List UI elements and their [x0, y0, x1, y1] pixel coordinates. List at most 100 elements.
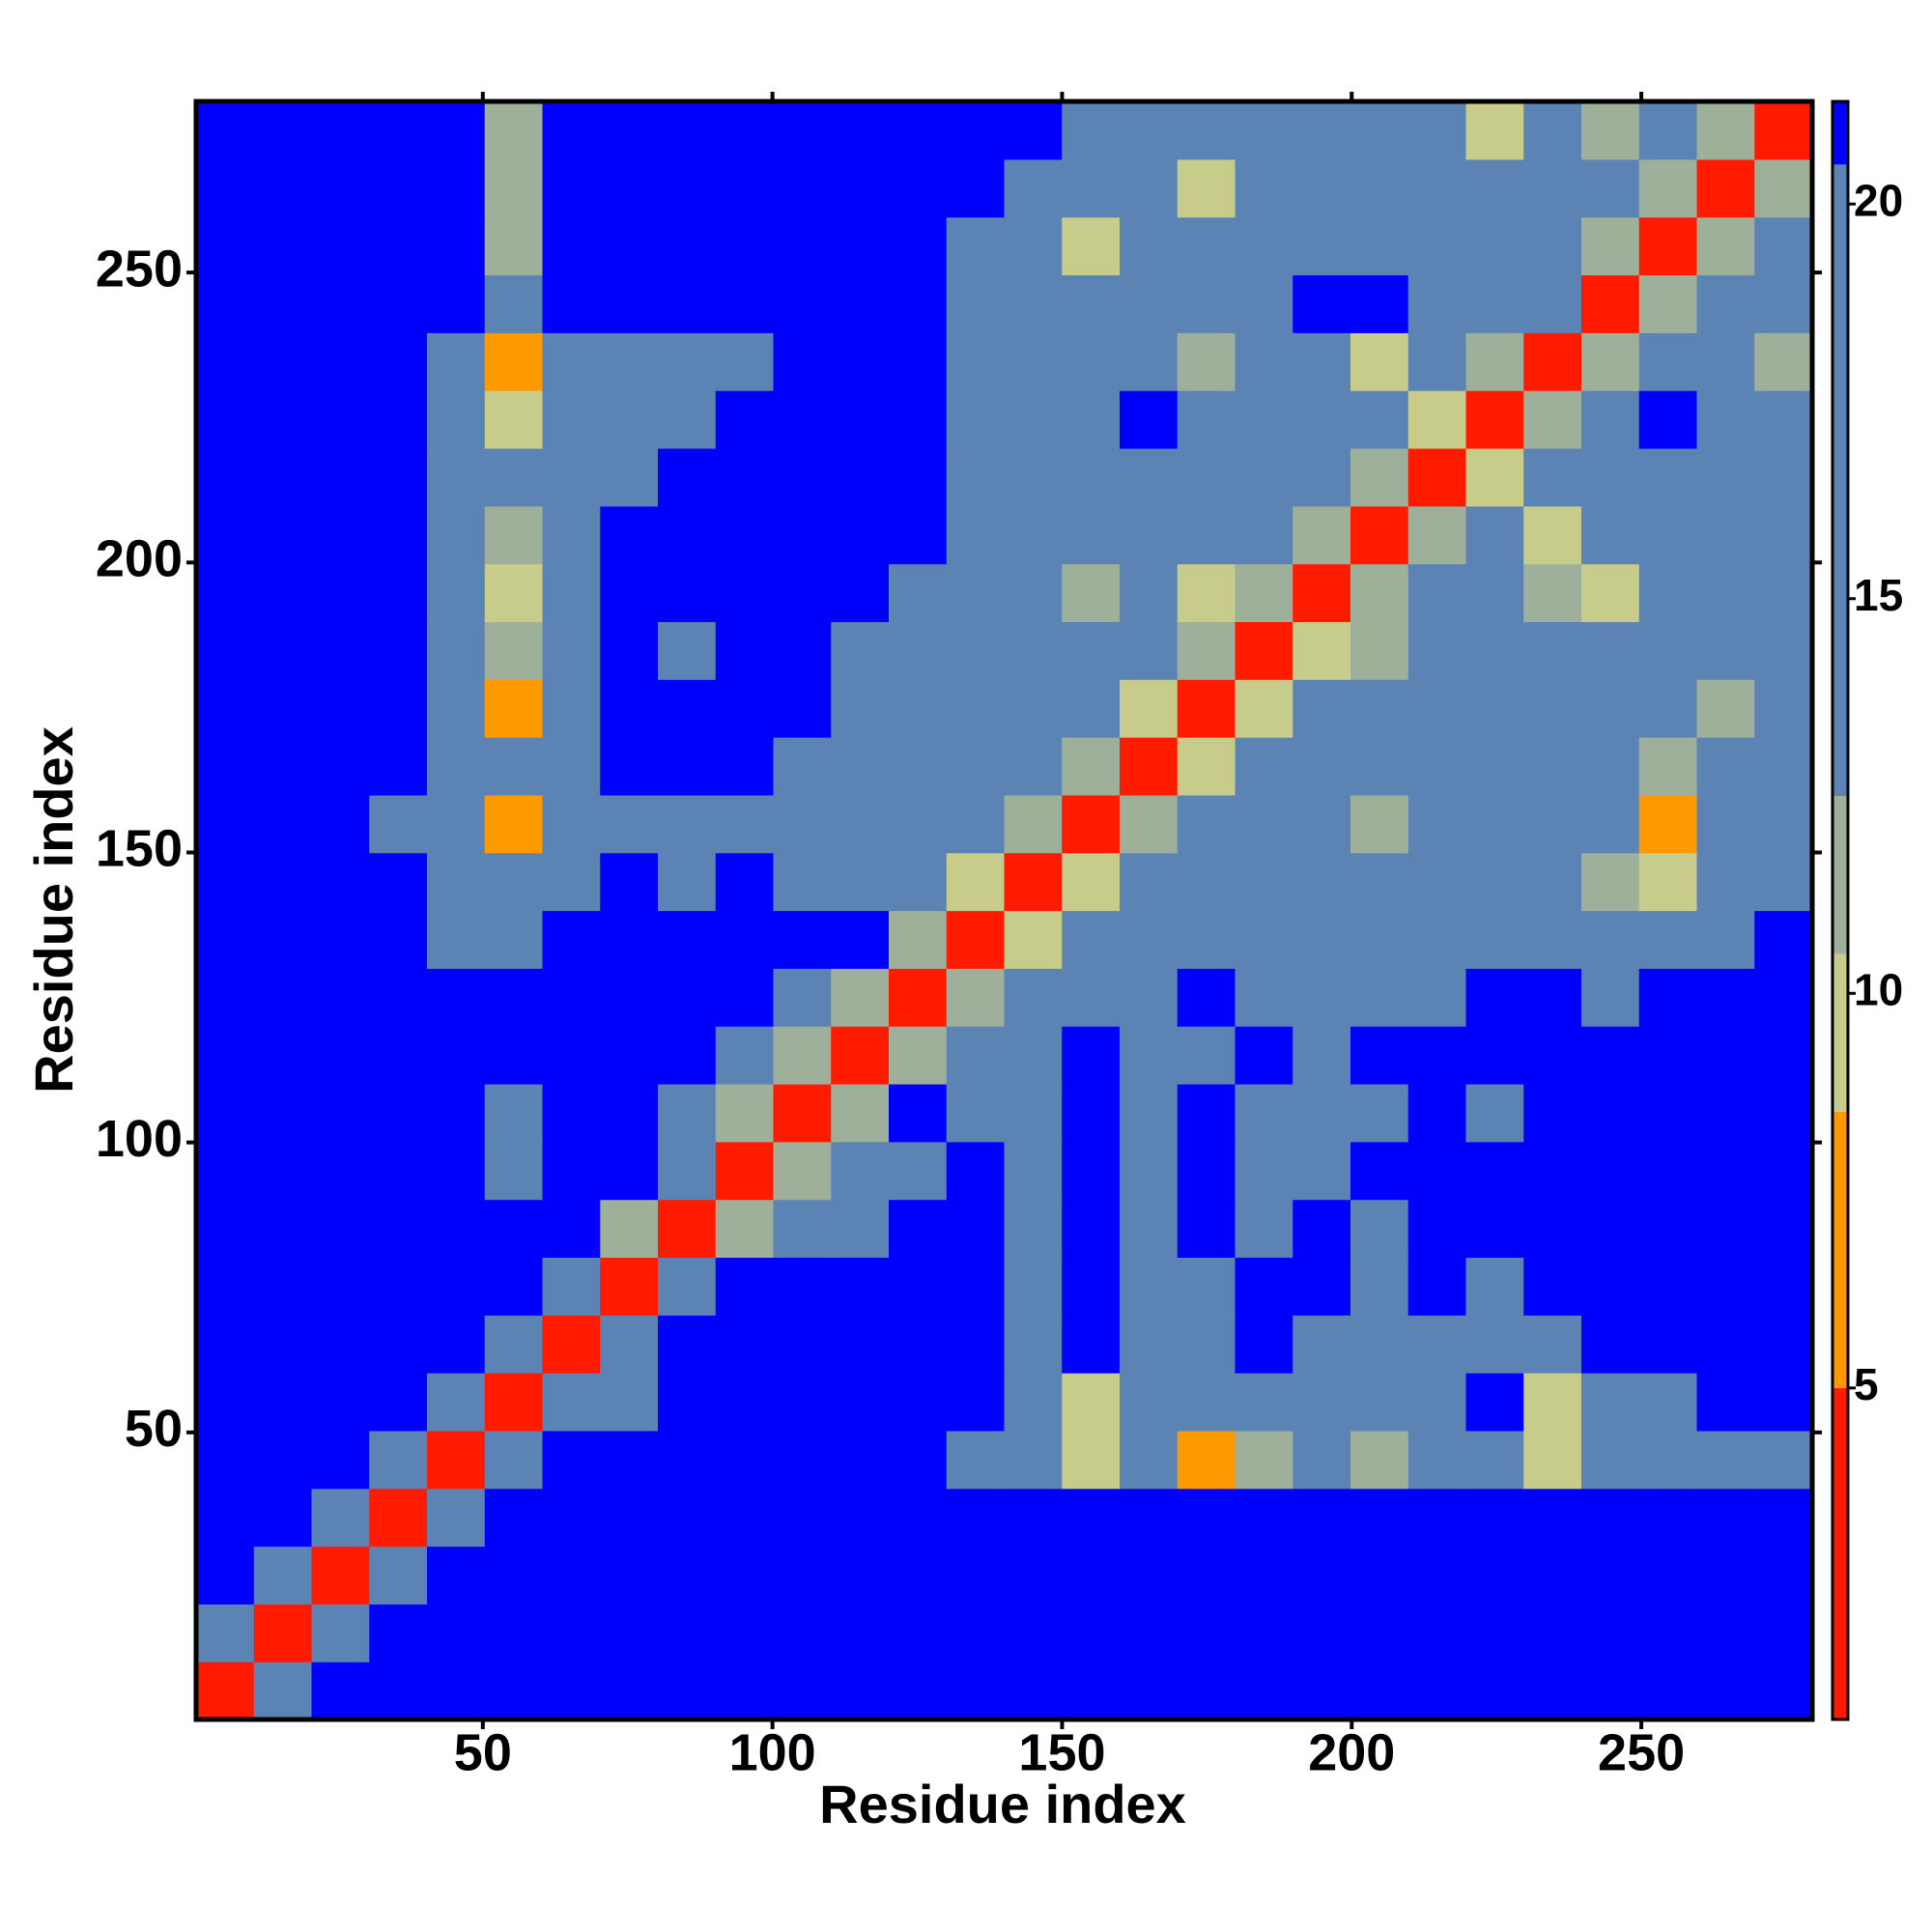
heatmap-cell — [831, 390, 890, 449]
heatmap-cell — [1638, 216, 1698, 276]
heatmap-cell — [715, 621, 775, 680]
heatmap-cell — [1120, 101, 1179, 160]
heatmap-cell — [889, 621, 948, 680]
heatmap-cell — [1696, 1315, 1755, 1374]
heatmap-cell — [831, 1488, 890, 1548]
heatmap-cell — [196, 505, 255, 565]
heatmap-cell — [658, 852, 717, 912]
heatmap-cell — [484, 1315, 544, 1374]
heatmap-cell — [1004, 158, 1063, 218]
heatmap-cell — [1754, 1488, 1813, 1548]
heatmap-cell — [1177, 1141, 1236, 1201]
heatmap-cell — [1638, 390, 1698, 449]
heatmap-cell — [542, 794, 601, 854]
heatmap-cell — [484, 1083, 544, 1143]
heatmap-cell — [1638, 1662, 1698, 1720]
heatmap-cell — [427, 679, 486, 738]
heatmap-cell — [1638, 332, 1698, 391]
y-axis-label: Residue index — [23, 726, 84, 1094]
heatmap-cell — [1523, 505, 1582, 565]
heatmap-cell — [196, 447, 255, 507]
heatmap-cell — [1177, 1488, 1236, 1548]
heatmap-cell — [311, 1430, 370, 1490]
heatmap-cell — [889, 1026, 948, 1085]
heatmap-cell — [889, 737, 948, 796]
heatmap-cell — [715, 158, 775, 218]
heatmap-cell — [1638, 1026, 1698, 1085]
heatmap-cell — [1235, 621, 1293, 680]
heatmap-cell — [1177, 1430, 1236, 1490]
heatmap-cell — [831, 332, 890, 391]
heatmap-cell — [1350, 621, 1409, 680]
heatmap-cell — [1235, 505, 1293, 565]
heatmap-cell — [946, 737, 1006, 796]
heatmap-cell — [1638, 1199, 1698, 1259]
heatmap-cell — [1062, 505, 1121, 565]
heatmap-cell — [715, 968, 775, 1027]
heatmap-cell — [1350, 563, 1409, 622]
heatmap-cell — [311, 274, 370, 333]
heatmap-cell — [1293, 1373, 1351, 1432]
heatmap-cell — [369, 216, 428, 276]
heatmap-cell — [484, 101, 544, 160]
heatmap-cell — [715, 1141, 775, 1201]
heatmap-cell — [600, 1430, 659, 1490]
heatmap-cell — [1465, 679, 1524, 738]
heatmap-cell — [1120, 794, 1179, 854]
heatmap-cell — [196, 852, 255, 912]
heatmap-cell — [831, 910, 890, 969]
heatmap-cell — [1465, 1373, 1524, 1432]
heatmap-cell — [1581, 1546, 1640, 1605]
heatmap-cell — [658, 621, 717, 680]
heatmap-cell — [484, 1488, 544, 1548]
heatmap-cell — [542, 274, 601, 333]
heatmap-cell — [196, 1315, 255, 1374]
heatmap-cell — [831, 216, 890, 276]
heatmap-cell — [253, 1430, 313, 1490]
heatmap-cell — [253, 852, 313, 912]
heatmap-cell — [253, 505, 313, 565]
heatmap-cell — [1004, 390, 1063, 449]
heatmap-cell — [889, 158, 948, 218]
heatmap-cell — [946, 1083, 1006, 1143]
heatmap-cell — [1465, 1141, 1524, 1201]
heatmap-cell — [427, 968, 486, 1027]
heatmap-cell — [1523, 563, 1582, 622]
heatmap-cell — [1177, 1546, 1236, 1605]
colorbar-segment — [1833, 796, 1848, 954]
heatmap-cell — [831, 1141, 890, 1201]
heatmap-cell — [889, 968, 948, 1027]
heatmap-cell — [831, 621, 890, 680]
heatmap-cell — [427, 1546, 486, 1605]
heatmap-cell — [1177, 1026, 1236, 1085]
heatmap-cell — [1754, 332, 1813, 391]
heatmap-cell — [427, 332, 486, 391]
heatmap-cell — [196, 390, 255, 449]
heatmap-cell — [1177, 390, 1236, 449]
heatmap-cell — [946, 679, 1006, 738]
heatmap-cell — [946, 852, 1006, 912]
heatmap-cell — [1004, 1546, 1063, 1605]
heatmap-cell — [1350, 1199, 1409, 1259]
heatmap-cell — [1638, 1430, 1698, 1490]
heatmap-cell — [253, 1257, 313, 1316]
heatmap-cell — [889, 679, 948, 738]
heatmap-cell — [1407, 794, 1467, 854]
heatmap-cell — [1235, 852, 1293, 912]
heatmap-cell — [831, 968, 890, 1027]
colorbar-tick-label: 10 — [1854, 964, 1903, 1014]
heatmap-cell — [253, 1373, 313, 1432]
plot-frame — [193, 99, 1815, 1722]
heatmap-cell — [1120, 1083, 1179, 1143]
heatmap-cell — [369, 563, 428, 622]
heatmap-cell — [831, 1662, 890, 1720]
heatmap-cell — [1523, 1141, 1582, 1201]
heatmap-cell — [1407, 910, 1467, 969]
heatmap-cell — [1696, 794, 1755, 854]
heatmap-cell — [1638, 101, 1698, 160]
heatmap-cell — [1581, 679, 1640, 738]
colorbar-tick-label: 20 — [1854, 175, 1903, 225]
heatmap-cell — [1120, 852, 1179, 912]
heatmap-cell — [369, 505, 428, 565]
